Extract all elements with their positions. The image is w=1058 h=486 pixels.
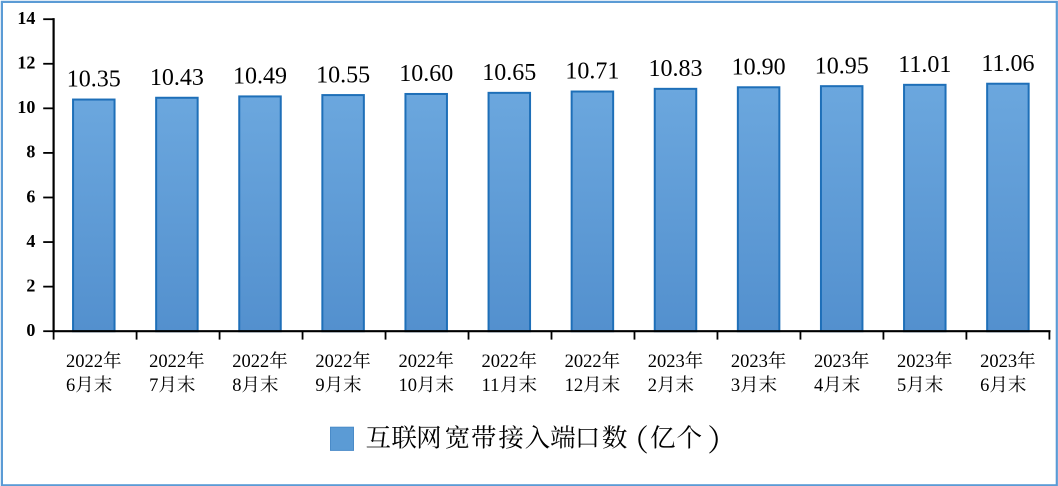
svg-text:2022: 2022: [66, 352, 103, 372]
svg-text:10: 10: [17, 97, 35, 117]
svg-text:11.01: 11.01: [898, 52, 951, 78]
svg-text:2022: 2022: [232, 352, 269, 372]
svg-text:2023: 2023: [731, 352, 768, 372]
svg-text:10.43: 10.43: [150, 65, 204, 91]
svg-text:10.95: 10.95: [815, 53, 869, 79]
svg-text:7: 7: [149, 376, 158, 396]
svg-text:10.55: 10.55: [316, 62, 370, 88]
svg-text:2023: 2023: [648, 352, 685, 372]
svg-text:12: 12: [565, 376, 584, 396]
svg-text:2022: 2022: [565, 352, 602, 372]
svg-text:0: 0: [26, 320, 35, 340]
svg-text:11.06: 11.06: [981, 51, 1034, 77]
svg-text:2022: 2022: [398, 352, 435, 372]
svg-text:10: 10: [398, 376, 417, 396]
svg-text:2023: 2023: [814, 352, 851, 372]
svg-text:10.71: 10.71: [565, 59, 619, 85]
svg-text:10.65: 10.65: [482, 60, 536, 86]
svg-text:2022: 2022: [149, 352, 186, 372]
svg-text:6: 6: [980, 376, 989, 396]
svg-text:6: 6: [66, 376, 75, 396]
svg-text:11: 11: [482, 376, 500, 396]
svg-text:14: 14: [17, 8, 35, 28]
svg-text:2022: 2022: [482, 352, 519, 372]
svg-text:10.60: 10.60: [399, 61, 453, 87]
svg-text:2023: 2023: [980, 352, 1017, 372]
svg-text:9: 9: [315, 376, 324, 396]
svg-text:12: 12: [17, 53, 35, 73]
svg-text:2022: 2022: [315, 352, 352, 372]
svg-text:8: 8: [26, 142, 35, 162]
svg-text:4: 4: [26, 231, 35, 251]
svg-text:3: 3: [731, 376, 740, 396]
svg-text:2023: 2023: [897, 352, 934, 372]
svg-text:5: 5: [897, 376, 906, 396]
svg-text:10.35: 10.35: [67, 67, 121, 93]
svg-text:6: 6: [26, 186, 35, 206]
svg-text:4: 4: [814, 376, 823, 396]
svg-text:2: 2: [26, 275, 35, 295]
svg-text:8: 8: [232, 376, 241, 396]
svg-text:10.49: 10.49: [233, 64, 287, 90]
svg-text:2: 2: [648, 376, 657, 396]
svg-text:10.90: 10.90: [732, 54, 786, 80]
svg-text:10.83: 10.83: [649, 56, 703, 82]
